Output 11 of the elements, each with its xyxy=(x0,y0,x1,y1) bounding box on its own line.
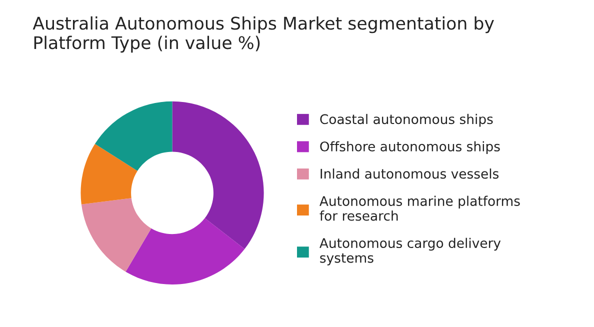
donut-slice xyxy=(81,198,152,272)
legend-label: Coastal autonomous ships xyxy=(320,114,493,127)
legend-label: Offshore autonomous ships xyxy=(320,141,500,154)
donut-slice xyxy=(80,144,138,204)
donut-slice xyxy=(126,218,245,284)
legend-label: Inland autonomous vessels xyxy=(320,168,499,179)
legend-label: Autonomous marine platforms for research xyxy=(320,196,520,221)
chart-title: Australia Autonomous Ships Market segmentation by Platform Type (in value %) xyxy=(32,16,494,53)
donut-slice xyxy=(172,101,264,250)
legend-label: Autonomous cargo delivery systems xyxy=(320,238,501,266)
donut-slice xyxy=(94,101,172,171)
